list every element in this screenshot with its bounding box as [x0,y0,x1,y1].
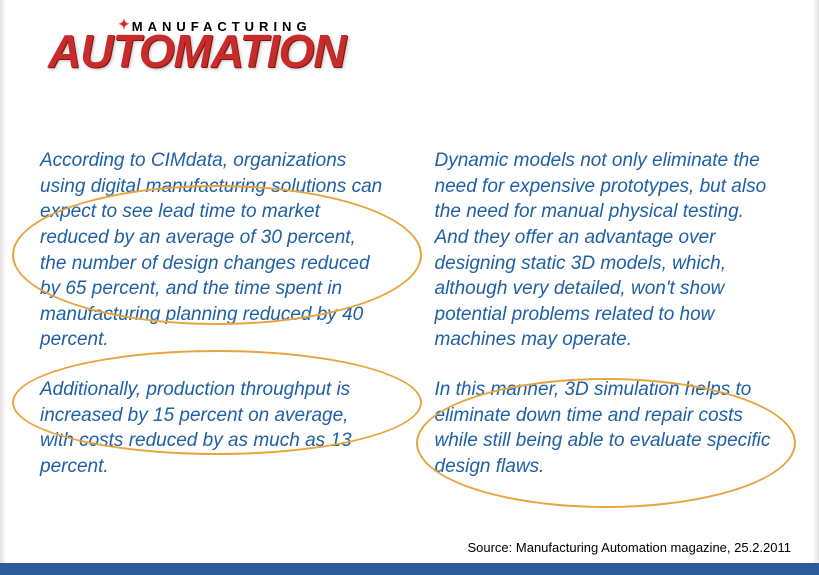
right-paragraph-1: Dynamic models not only eliminate the ne… [435,148,780,353]
page-shadow-right [813,0,819,575]
logo-wordmark: AUTOMATION [48,31,346,72]
left-paragraph-2: Additionally, production throughput is i… [40,377,385,480]
maple-leaf-icon: ✦ [118,16,130,32]
left-column: According to CIMdata, organizations usin… [40,148,385,504]
left-paragraph-1: According to CIMdata, organizations usin… [40,148,385,353]
footer-bar [0,563,819,575]
content-columns: According to CIMdata, organizations usin… [40,148,779,504]
source-citation: Source: Manufacturing Automation magazin… [467,540,791,555]
right-paragraph-2: In this manner, 3D simulation helps to e… [435,377,780,480]
page-shadow-left [0,0,6,575]
right-column: Dynamic models not only eliminate the ne… [435,148,780,504]
logo-block: ✦MANUFACTURING AUTOMATION [48,18,346,72]
